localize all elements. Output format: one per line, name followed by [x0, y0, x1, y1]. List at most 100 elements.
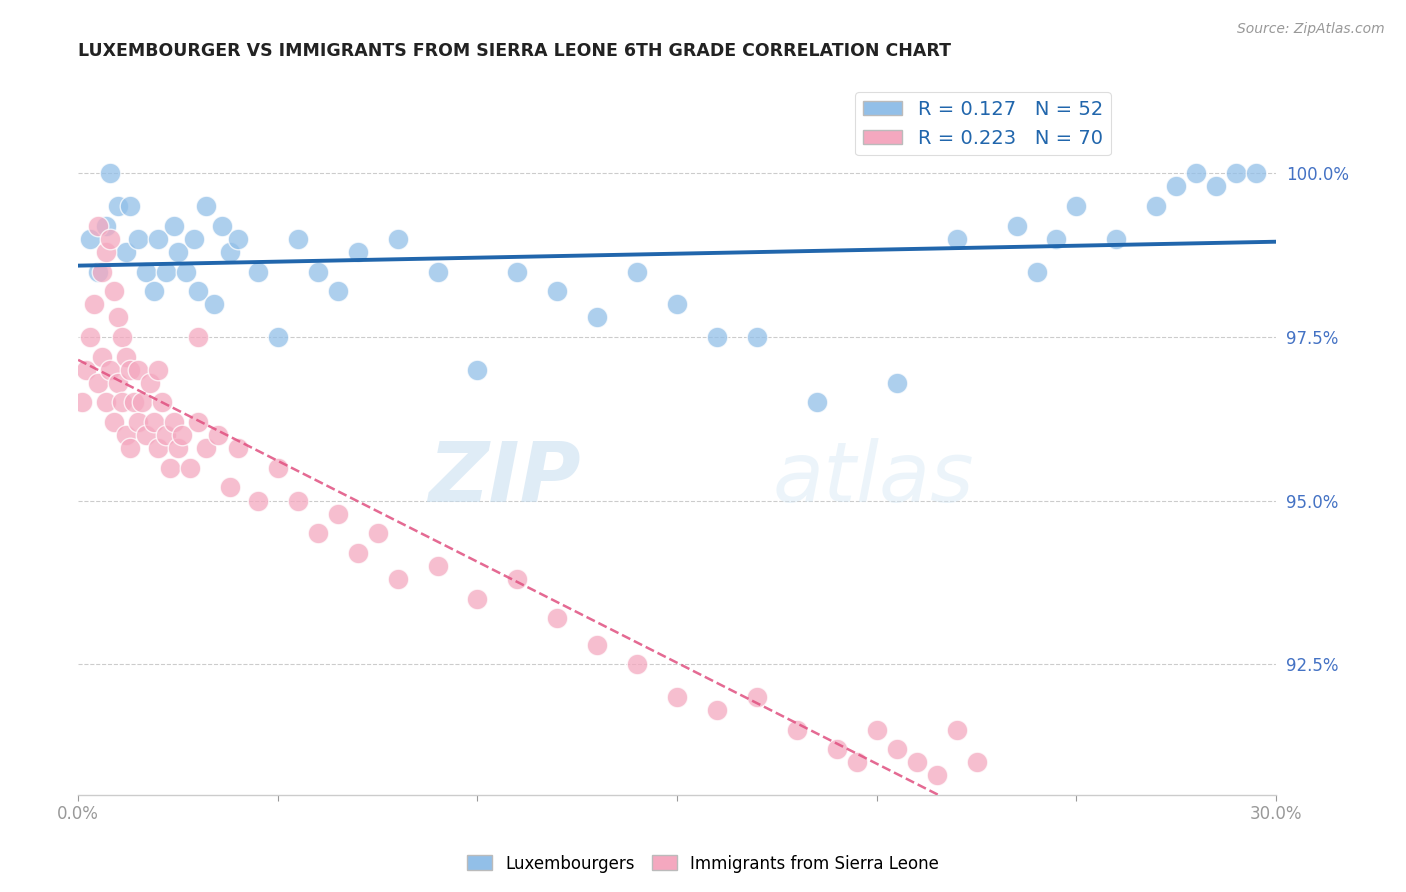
Point — [346, 546, 368, 560]
Point — [1185, 166, 1208, 180]
Point — [945, 723, 967, 737]
Point — [226, 441, 249, 455]
Point — [905, 756, 928, 770]
Point — [111, 330, 134, 344]
Point — [426, 559, 449, 574]
Point — [94, 395, 117, 409]
Point — [586, 638, 609, 652]
Point — [111, 395, 134, 409]
Point — [745, 330, 768, 344]
Point — [287, 493, 309, 508]
Point — [87, 376, 110, 390]
Point — [118, 362, 141, 376]
Text: Source: ZipAtlas.com: Source: ZipAtlas.com — [1237, 22, 1385, 37]
Point — [98, 166, 121, 180]
Point — [91, 350, 114, 364]
Point — [155, 264, 177, 278]
Point — [146, 232, 169, 246]
Point — [139, 376, 162, 390]
Point — [866, 723, 889, 737]
Point — [706, 330, 728, 344]
Point — [127, 415, 149, 429]
Point — [666, 297, 689, 311]
Point — [326, 507, 349, 521]
Point — [745, 690, 768, 704]
Point — [246, 264, 269, 278]
Point — [1244, 166, 1267, 180]
Point — [107, 199, 129, 213]
Point — [706, 703, 728, 717]
Point — [218, 481, 240, 495]
Point — [107, 376, 129, 390]
Point — [143, 415, 166, 429]
Text: atlas: atlas — [773, 438, 974, 519]
Point — [146, 441, 169, 455]
Point — [945, 232, 967, 246]
Point — [207, 428, 229, 442]
Text: ZIP: ZIP — [429, 438, 581, 519]
Point — [107, 310, 129, 325]
Point — [218, 244, 240, 259]
Point — [825, 742, 848, 756]
Point — [127, 232, 149, 246]
Point — [79, 330, 101, 344]
Point — [367, 526, 389, 541]
Point — [150, 395, 173, 409]
Point — [103, 415, 125, 429]
Point — [183, 232, 205, 246]
Point — [202, 297, 225, 311]
Point — [506, 264, 529, 278]
Point — [163, 415, 186, 429]
Point — [886, 742, 908, 756]
Point — [586, 310, 609, 325]
Point — [546, 611, 568, 625]
Point — [131, 395, 153, 409]
Point — [75, 362, 97, 376]
Point — [122, 395, 145, 409]
Point — [98, 362, 121, 376]
Legend: R = 0.127   N = 52, R = 0.223   N = 70: R = 0.127 N = 52, R = 0.223 N = 70 — [855, 92, 1111, 155]
Point — [135, 264, 157, 278]
Point — [307, 264, 329, 278]
Point — [187, 284, 209, 298]
Point — [115, 350, 138, 364]
Legend: Luxembourgers, Immigrants from Sierra Leone: Luxembourgers, Immigrants from Sierra Le… — [461, 848, 945, 880]
Point — [886, 376, 908, 390]
Point — [115, 244, 138, 259]
Point — [194, 199, 217, 213]
Point — [506, 572, 529, 586]
Point — [666, 690, 689, 704]
Point — [83, 297, 105, 311]
Point — [1025, 264, 1047, 278]
Point — [806, 395, 828, 409]
Point — [174, 264, 197, 278]
Point — [1205, 179, 1227, 194]
Point — [387, 232, 409, 246]
Point — [118, 199, 141, 213]
Point — [87, 264, 110, 278]
Point — [146, 362, 169, 376]
Point — [1166, 179, 1188, 194]
Point — [179, 461, 201, 475]
Point — [115, 428, 138, 442]
Point — [127, 362, 149, 376]
Point — [159, 461, 181, 475]
Point — [925, 768, 948, 782]
Point — [87, 219, 110, 233]
Point — [246, 493, 269, 508]
Point — [287, 232, 309, 246]
Point — [211, 219, 233, 233]
Point — [546, 284, 568, 298]
Point — [626, 657, 648, 672]
Point — [1144, 199, 1167, 213]
Point — [307, 526, 329, 541]
Point — [1005, 219, 1028, 233]
Point — [103, 284, 125, 298]
Point — [1066, 199, 1088, 213]
Point — [786, 723, 808, 737]
Point — [267, 330, 290, 344]
Point — [226, 232, 249, 246]
Point — [194, 441, 217, 455]
Point — [966, 756, 988, 770]
Point — [170, 428, 193, 442]
